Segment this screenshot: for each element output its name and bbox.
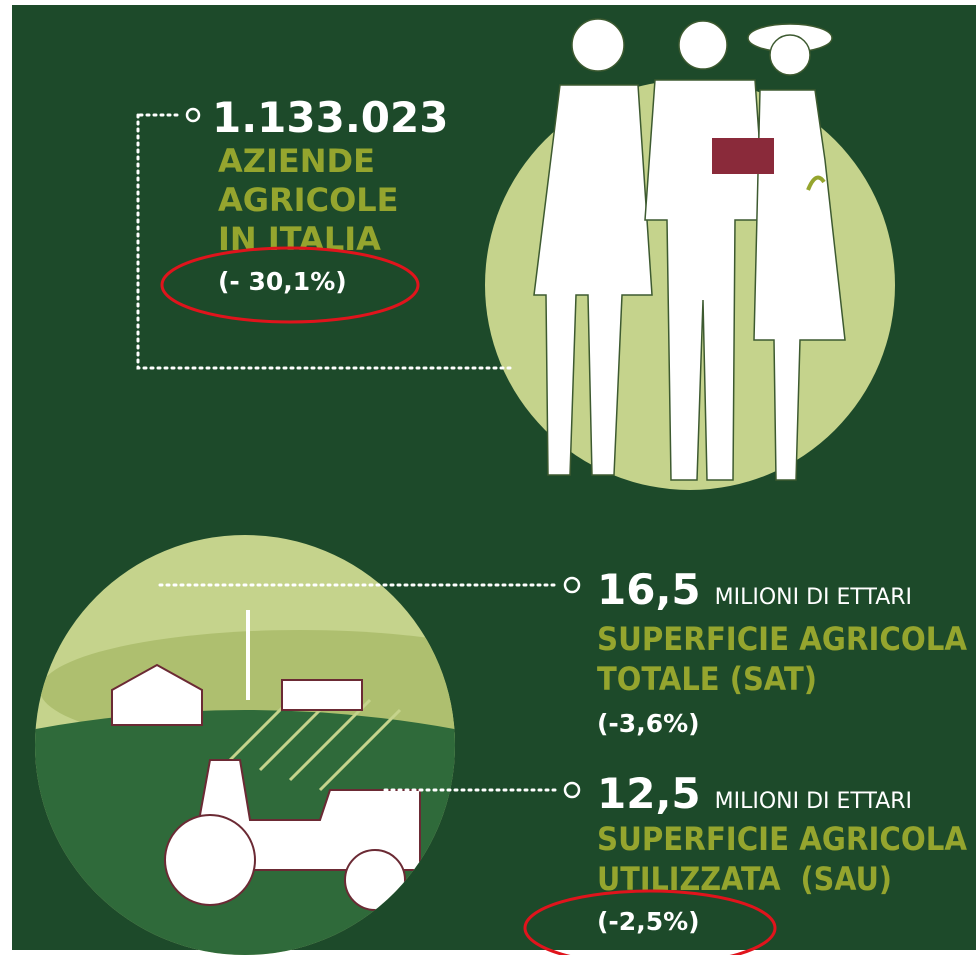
- stat-label: AGRICOLE: [218, 181, 399, 219]
- infographic: 1.133.023 AZIENDE AGRICOLE IN ITALIA (- …: [0, 0, 976, 955]
- stat-label: AZIENDE: [218, 142, 375, 180]
- stat-number: 12,5: [597, 769, 701, 818]
- stat-change: (-3,6%): [597, 709, 700, 738]
- stat-label: SUPERFICIE AGRICOLA: [597, 620, 967, 658]
- stat-label: TOTALE (SAT): [597, 660, 817, 698]
- stat-change: (-2,5%): [597, 907, 700, 936]
- stat-change: (- 30,1%): [218, 267, 347, 296]
- stat-label: SUPERFICIE AGRICOLA: [597, 820, 967, 858]
- stat-number: 1.133.023: [212, 93, 448, 142]
- stat-unit: MILIONI DI ETTARI: [715, 789, 912, 814]
- stat-unit: MILIONI DI ETTARI: [715, 585, 912, 610]
- stat-number: 16,5: [597, 565, 701, 614]
